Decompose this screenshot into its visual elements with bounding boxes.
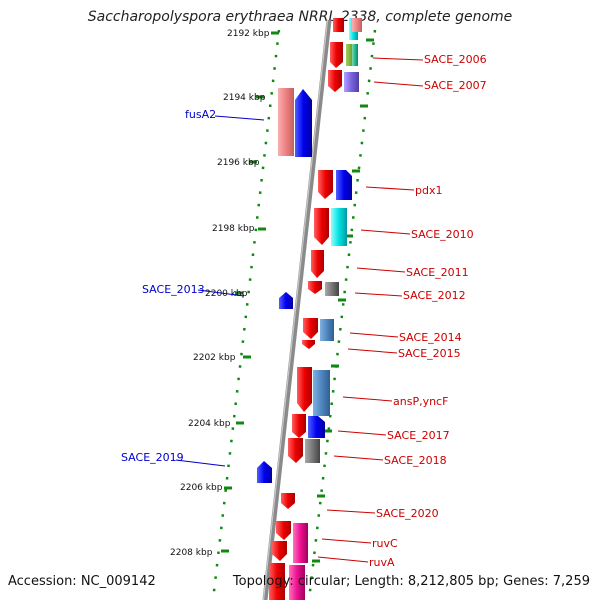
feature-block bbox=[311, 250, 324, 278]
feature-block bbox=[303, 318, 318, 339]
feature-block bbox=[281, 493, 295, 509]
feature-label-sace-2012: SACE_2012 bbox=[403, 289, 466, 302]
feature-label-ruva: ruvA bbox=[369, 556, 395, 569]
feature-label-ansp-yncf: ansP,yncF bbox=[393, 395, 448, 408]
feature-block bbox=[331, 208, 347, 246]
feature-label-sace-2006: SACE_2006 bbox=[424, 53, 487, 66]
feature-label-sace-2019: SACE_2019 bbox=[121, 451, 184, 464]
feature-block bbox=[297, 367, 312, 412]
feature-labels: SACE_2006 SACE_2007 fusA2 pdx1 SACE_2010… bbox=[121, 53, 487, 569]
feature-block bbox=[313, 370, 330, 416]
tick-label-2208: 2208 kbp bbox=[170, 548, 213, 558]
tick-label-2196: 2196 kbp bbox=[217, 158, 260, 168]
tick-label-2194: 2194 kbp bbox=[223, 93, 266, 103]
feature-block bbox=[279, 292, 293, 309]
accession-text: Accession: NC_009142 bbox=[8, 574, 156, 589]
feature-label-sace-2020: SACE_2020 bbox=[376, 507, 439, 520]
feature-block bbox=[352, 18, 362, 32]
feature-block bbox=[305, 439, 320, 463]
feature-block bbox=[293, 523, 308, 563]
feature-block bbox=[289, 565, 305, 600]
tick-label-2198: 2198 kbp bbox=[212, 224, 255, 234]
tick-label-2206: 2206 kbp bbox=[180, 483, 223, 493]
feature-label-sace-2018: SACE_2018 bbox=[384, 454, 447, 467]
feature-leader-lines bbox=[175, 57, 424, 563]
feature-block bbox=[308, 281, 322, 294]
tick-label-2202: 2202 kbp bbox=[193, 353, 236, 363]
feature-block bbox=[276, 521, 291, 540]
feature-block bbox=[328, 70, 342, 92]
feature-label-sace-2015: SACE_2015 bbox=[398, 347, 461, 360]
feature-blocks bbox=[257, 18, 362, 600]
scale-tick-marks bbox=[221, 31, 374, 563]
feature-block bbox=[257, 461, 272, 483]
feature-block bbox=[333, 18, 344, 32]
feature-block bbox=[318, 170, 333, 199]
feature-block bbox=[302, 340, 315, 349]
feature-block bbox=[272, 541, 287, 561]
feature-label-sace-2007: SACE_2007 bbox=[424, 79, 487, 92]
feature-label-sace-2017: SACE_2017 bbox=[387, 429, 450, 442]
feature-block bbox=[295, 89, 312, 157]
map-title: Saccharopolyspora erythraea NRRL 2338, c… bbox=[87, 9, 513, 25]
feature-block bbox=[320, 319, 334, 341]
tick-label-2192: 2192 kbp bbox=[227, 29, 270, 39]
feature-block bbox=[325, 282, 339, 296]
feature-label-ruvc: ruvC bbox=[372, 537, 398, 550]
feature-label-pdx1: pdx1 bbox=[415, 184, 442, 197]
feature-block bbox=[292, 414, 306, 438]
feature-label-sace-2011: SACE_2011 bbox=[406, 266, 469, 279]
feature-block bbox=[352, 44, 358, 66]
feature-label-sace-2010: SACE_2010 bbox=[411, 228, 474, 241]
feature-label-fusa2: fusA2 bbox=[185, 108, 216, 121]
feature-block bbox=[344, 72, 359, 92]
topology-text: Topology: circular; Length: 8,212,805 bp… bbox=[232, 574, 590, 589]
feature-block bbox=[314, 208, 329, 245]
feature-block bbox=[288, 438, 303, 463]
feature-label-sace-2014: SACE_2014 bbox=[399, 331, 462, 344]
tick-label-2204: 2204 kbp bbox=[188, 419, 231, 429]
feature-block bbox=[269, 563, 285, 600]
feature-label-sace-2013: SACE_2013 bbox=[142, 283, 205, 296]
feature-block bbox=[330, 42, 343, 68]
feature-block bbox=[278, 88, 294, 156]
feature-block bbox=[336, 170, 352, 200]
genome-backbone bbox=[262, 19, 332, 600]
feature-block bbox=[308, 416, 325, 438]
